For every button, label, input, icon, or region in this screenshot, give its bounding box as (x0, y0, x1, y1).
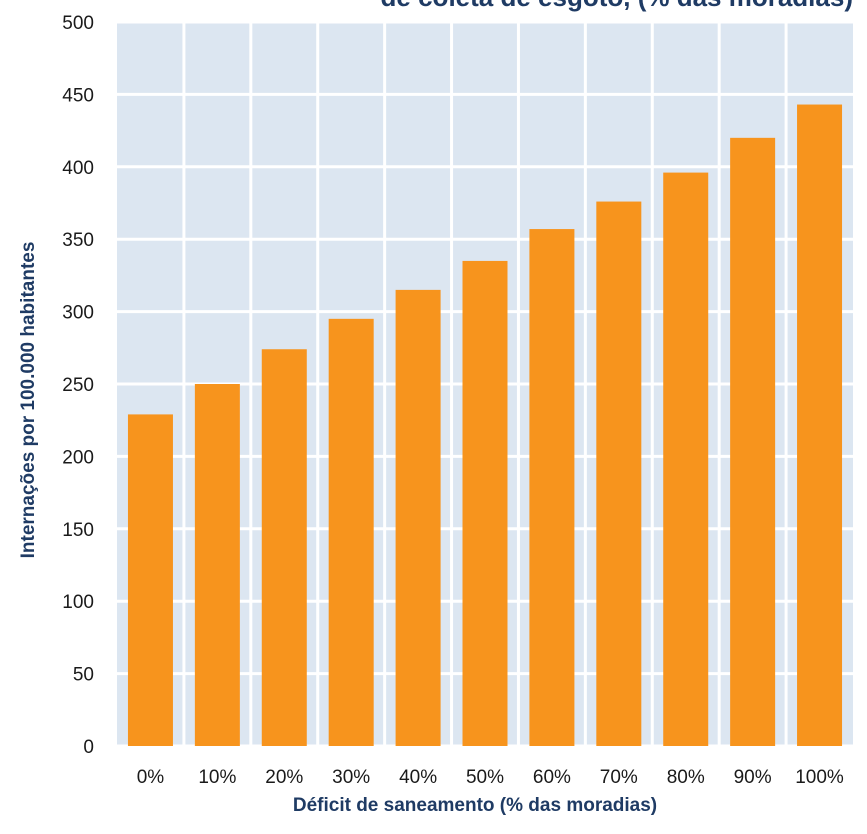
chart-title: de coleta de esgoto, (% das moradias) (381, 0, 853, 12)
x-tick-label: 40% (399, 767, 437, 788)
bar-100pct (797, 104, 843, 746)
x-tick-label: 10% (198, 767, 236, 788)
y-axis-ticks: 0 50 100 150 200 250 300 350 400 450 500 (62, 13, 94, 758)
bar-20pct (261, 349, 307, 746)
y-tick-label: 400 (62, 158, 94, 179)
bar-90pct (730, 137, 776, 747)
y-tick-label: 50 (73, 665, 94, 686)
bars (127, 104, 843, 747)
bar-80pct (663, 172, 709, 747)
y-tick-label: 200 (62, 447, 94, 468)
x-tick-label: 30% (332, 767, 370, 788)
y-tick-label: 100 (62, 592, 94, 613)
x-tick-label: 50% (466, 767, 504, 788)
x-tick-label: 100% (795, 767, 844, 788)
bar-40pct (395, 289, 441, 746)
y-tick-label: 450 (62, 85, 94, 106)
x-tick-label: 60% (533, 767, 571, 788)
bar-70pct (596, 201, 642, 746)
y-tick-label: 0 (83, 737, 94, 758)
bar-60pct (529, 229, 575, 747)
x-axis-ticks: 0% 10% 20% 30% 40% 50% 60% 70% 80% 90% 100% (137, 767, 844, 788)
bar-0pct (127, 414, 173, 746)
bar-30pct (328, 318, 374, 746)
y-tick-label: 250 (62, 375, 94, 396)
x-tick-label: 0% (137, 767, 165, 788)
x-tick-label: 90% (734, 767, 772, 788)
x-axis-title: Déficit de saneamento (% das moradias) (293, 795, 657, 816)
y-tick-label: 350 (62, 230, 94, 251)
x-tick-label: 80% (667, 767, 705, 788)
x-tick-label: 20% (265, 767, 303, 788)
y-axis-title: Internações por 100.000 habitantes (18, 242, 39, 559)
y-tick-label: 500 (62, 13, 94, 34)
y-tick-label: 300 (62, 303, 94, 324)
bar-10pct (194, 384, 240, 746)
y-tick-label: 150 (62, 520, 94, 541)
bar-50pct (462, 260, 508, 746)
x-tick-label: 70% (600, 767, 638, 788)
